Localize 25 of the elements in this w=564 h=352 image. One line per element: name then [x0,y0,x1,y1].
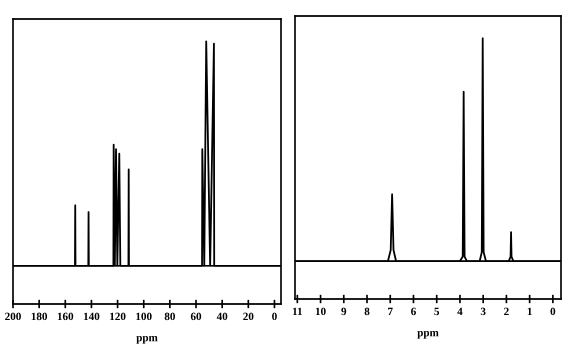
x-tick-label: 11 [292,308,302,316]
x-tick-label: 20 [243,312,254,320]
x-tick-label: 140 [84,312,100,320]
x-tick-label: 0 [272,312,277,320]
x-tick-label: 0 [550,308,556,316]
x-tick-label: 5 [434,308,440,316]
x-tick-label: 6 [411,308,416,316]
x-tick-label: 60 [190,312,202,320]
x-tick-label: 8 [364,308,370,316]
x-tick-label: 80 [164,312,176,320]
x-tick-label: 3 [480,308,486,316]
x-tick-label: 180 [32,312,48,320]
x-tick-label: 160 [58,312,74,320]
x-axis-title: ppm [417,330,439,339]
x-tick-label: 100 [136,312,152,320]
x-tick-label: 200 [5,312,21,320]
x-tick-label: 120 [110,312,126,320]
x-tick-label: 9 [341,308,346,316]
x-tick-label: 10 [316,308,326,316]
x-tick-label: 4 [457,308,463,316]
x-tick-label: 7 [388,308,393,316]
x-tick-label: 1 [528,308,532,316]
x-tick-label: 40 [216,312,228,320]
x-tick-label: 2 [504,308,509,316]
x-axis-title: ppm [136,336,158,344]
